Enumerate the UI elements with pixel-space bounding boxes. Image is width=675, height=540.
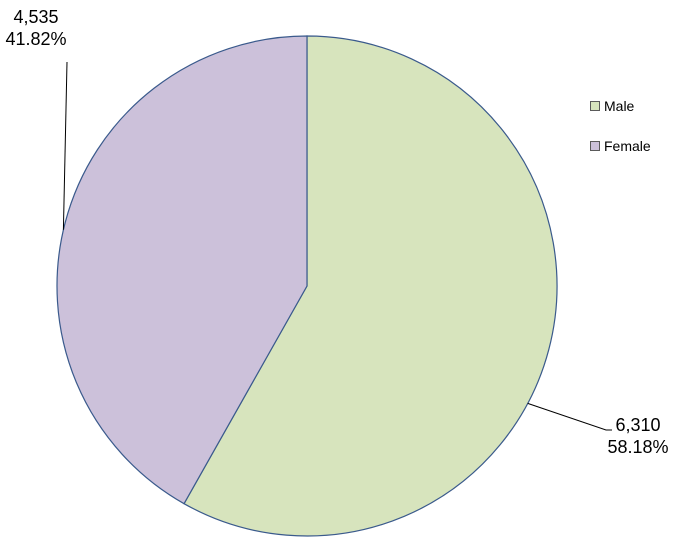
leader-line-female	[62, 61, 68, 230]
data-label-male-value: 6,310	[615, 415, 661, 435]
legend-label-male: Male	[604, 98, 635, 114]
data-label-male: 6,310 58.18%	[604, 414, 672, 458]
legend-item-male[interactable]: Male	[590, 96, 651, 116]
leader-line-male	[527, 402, 612, 431]
legend-swatch-male	[590, 101, 600, 111]
pie-slice-female[interactable]	[56, 35, 308, 505]
data-label-female: 4,535 41.82%	[2, 6, 70, 50]
legend-swatch-female	[590, 141, 600, 151]
data-label-female-value: 4,535	[13, 7, 59, 27]
legend: Male Female	[590, 96, 651, 176]
pie-slice-male[interactable]	[183, 35, 558, 537]
legend-item-female[interactable]: Female	[590, 136, 651, 156]
data-label-female-percent: 41.82%	[5, 29, 67, 49]
legend-label-female: Female	[604, 138, 651, 154]
data-label-male-percent: 58.18%	[607, 437, 669, 457]
